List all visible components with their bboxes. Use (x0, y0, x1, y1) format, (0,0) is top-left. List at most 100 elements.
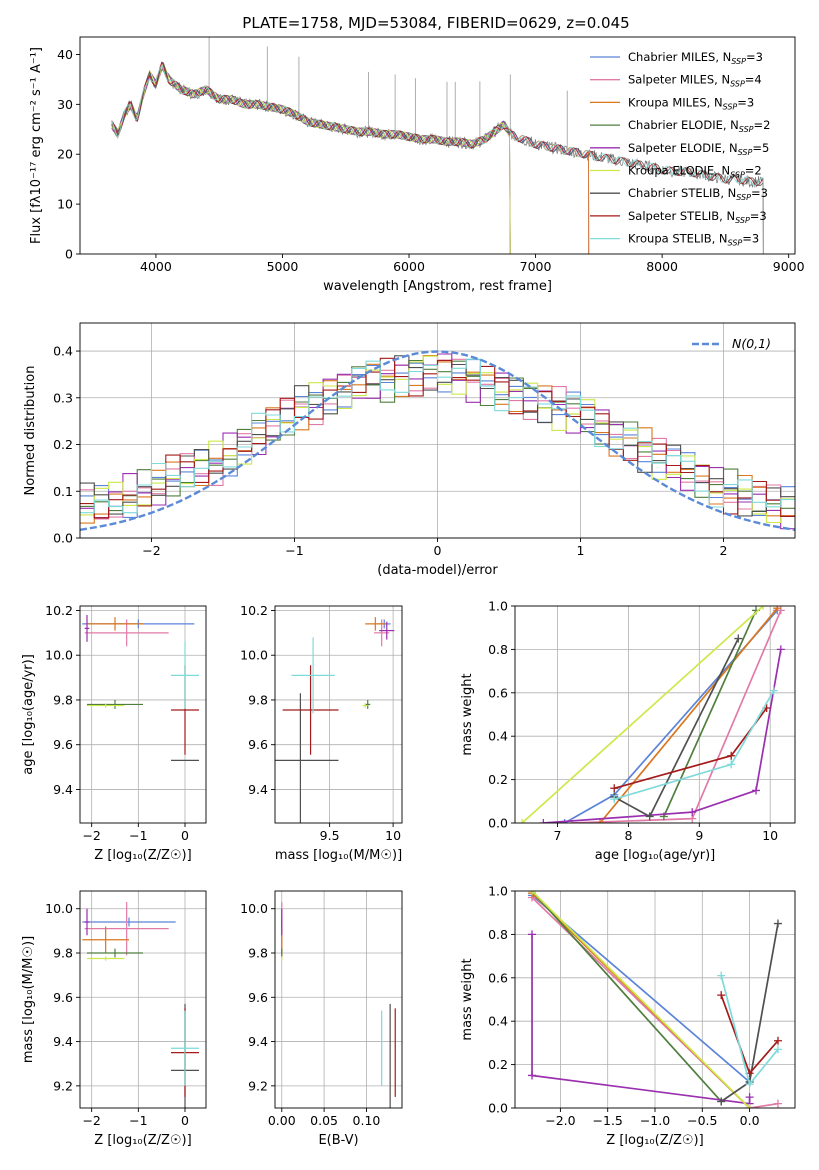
y-tick-label: 10.0 (240, 648, 268, 663)
x-tick-label: −2 (82, 1113, 100, 1128)
legend-label: Kroupa MILES, NSSP=3 (628, 95, 754, 111)
y-tick-label: 0.6 (488, 970, 508, 985)
weight-line (564, 609, 778, 823)
weight-marker (610, 795, 619, 804)
y-tick-label: 9.8 (248, 946, 268, 961)
y-tick-label: 0.1 (53, 484, 73, 499)
x-tick-label: −2 (82, 828, 100, 843)
x-tick-label: 0 (181, 828, 189, 843)
plot-area (275, 617, 395, 823)
x-axis-label: Z [log₁₀(Z/Z☉)] (94, 848, 191, 863)
plot-area (82, 902, 199, 1108)
y-tick-label: 9.6 (53, 990, 73, 1005)
x-tick-label: 0.0 (740, 1113, 760, 1128)
weight-line (613, 690, 775, 800)
axes-frame (514, 605, 796, 824)
legend-label: Chabrier STELIB, NSSP=3 (628, 186, 768, 202)
weight-marker (596, 819, 605, 823)
weight-marker (773, 919, 782, 928)
x-tick-label: 0.10 (353, 1113, 381, 1128)
x-tick-label: 10 (762, 828, 778, 843)
y-axis-label: Flux [fλ10⁻¹⁷ erg cm⁻² s⁻¹ A⁻¹] (29, 47, 44, 244)
x-tick-label: −0.5 (687, 1113, 717, 1128)
x-tick-label: 8000 (646, 259, 678, 274)
y-tick-label: 0.0 (488, 1101, 508, 1116)
weight-marker (745, 1104, 754, 1108)
weight-line (531, 891, 751, 1108)
normal-curve (80, 350, 795, 531)
x-tick-label: −1 (285, 543, 303, 558)
weight-marker (727, 760, 736, 769)
y-tick-label: 9.4 (248, 782, 268, 797)
x-tick-label: −2 (142, 543, 160, 558)
x-axis-label: age [log₁₀(age/yr)] (595, 848, 716, 863)
y-tick-label: 20 (57, 147, 73, 162)
figure-title: PLATE=1758, MJD=53084, FIBERID=0629, z=0… (242, 14, 629, 32)
x-tick-label: 9.5 (320, 828, 340, 843)
plot-area (528, 891, 782, 1108)
mass-vs-metallicity-panel: −2 −1 0 9.2 9.4 9.6 9.8 10.0 Z [log₁₀(Z/Z☉)] mass… (21, 890, 207, 1148)
y-tick-label: 1.0 (488, 884, 508, 899)
x-tick-label: 0.00 (268, 1113, 296, 1128)
y-tick-label: 40 (57, 47, 73, 62)
y-tick-label: 9.2 (53, 1078, 73, 1093)
y-tick-label: 0.0 (53, 531, 73, 546)
y-tick-label: 0.6 (488, 685, 508, 700)
y-tick-label: 9.6 (248, 990, 268, 1005)
weight-marker (688, 808, 697, 817)
y-tick-label: 0.4 (488, 1014, 508, 1029)
legend-label: Chabrier ELODIE, NSSP=2 (628, 118, 770, 134)
residuals-panel: −2 −1 0 1 2 0.0 0.1 0.2 0.3 0.4 (data-model)/error… (23, 322, 796, 578)
plot-area (518, 606, 785, 823)
weight-marker (776, 645, 785, 654)
plot-area (111, 37, 764, 254)
y-tick-label: 0.0 (488, 816, 508, 831)
x-tick-label: −1 (129, 828, 147, 843)
weight-marker (518, 819, 527, 823)
weight-marker (717, 991, 726, 1000)
y-tick-label: 10.0 (240, 901, 268, 916)
weight-line (531, 891, 722, 1103)
mass-weight-vs-age-panel: 7 8 9 10 0.0 0.2 0.4 0.6 0.8 1.0 age [log₁₀(age/yr… (460, 599, 796, 863)
spectrum-panel: 4000 5000 6000 7000 8000 9000 0 10 20 30 40 wavelen… (29, 36, 805, 294)
y-tick-label: 9.2 (248, 1078, 268, 1093)
axes-frame (79, 890, 207, 1109)
weight-marker (717, 1097, 726, 1106)
x-tick-label: −2.0 (545, 1113, 575, 1128)
weight-marker (759, 606, 768, 610)
x-tick-label: −1 (129, 1113, 147, 1128)
y-tick-label: 0.4 (53, 344, 73, 359)
weight-marker (528, 1071, 537, 1080)
residual-histogram (80, 355, 795, 517)
weight-marker (717, 971, 726, 980)
y-tick-label: 1.0 (488, 599, 508, 614)
weight-marker (769, 686, 778, 695)
y-tick-label: 0.2 (53, 437, 73, 452)
weight-marker (610, 784, 619, 793)
y-tick-label: 10.2 (240, 603, 268, 618)
x-axis-label: E(B-V) (318, 1133, 358, 1148)
x-axis-label: mass [log₁₀(M/M☉)] (275, 848, 402, 863)
x-axis-label: Z [log₁₀(Z/Z☉)] (94, 1133, 191, 1148)
weight-marker (734, 634, 743, 643)
x-tick-label: 9000 (773, 259, 805, 274)
y-axis-label: mass weight (460, 958, 475, 1040)
legend-label: Chabrier MILES, NSSP=3 (628, 50, 763, 66)
weight-marker (752, 786, 761, 795)
model-spectrum-line (111, 62, 764, 254)
x-tick-label: 7 (554, 828, 562, 843)
plot-area (80, 350, 795, 531)
age-vs-mass-panel: 9.5 10 9.4 9.6 9.8 10.0 10.2 mass [log₁₀(M/M☉)] (240, 603, 403, 863)
weight-marker (645, 812, 654, 821)
legend-label: Salpeter ELODIE, NSSP=5 (628, 141, 769, 157)
legend-label: N(0,1) (732, 336, 771, 351)
residual-histogram (80, 358, 795, 514)
y-axis-label: mass weight (460, 673, 475, 755)
weight-marker (773, 606, 782, 613)
y-tick-label: 10.2 (45, 603, 73, 618)
y-axis-label: Normed distribution (23, 366, 38, 496)
axes-frame (274, 890, 403, 1109)
axes-frame (274, 605, 403, 824)
y-tick-label: 0.4 (488, 729, 508, 744)
